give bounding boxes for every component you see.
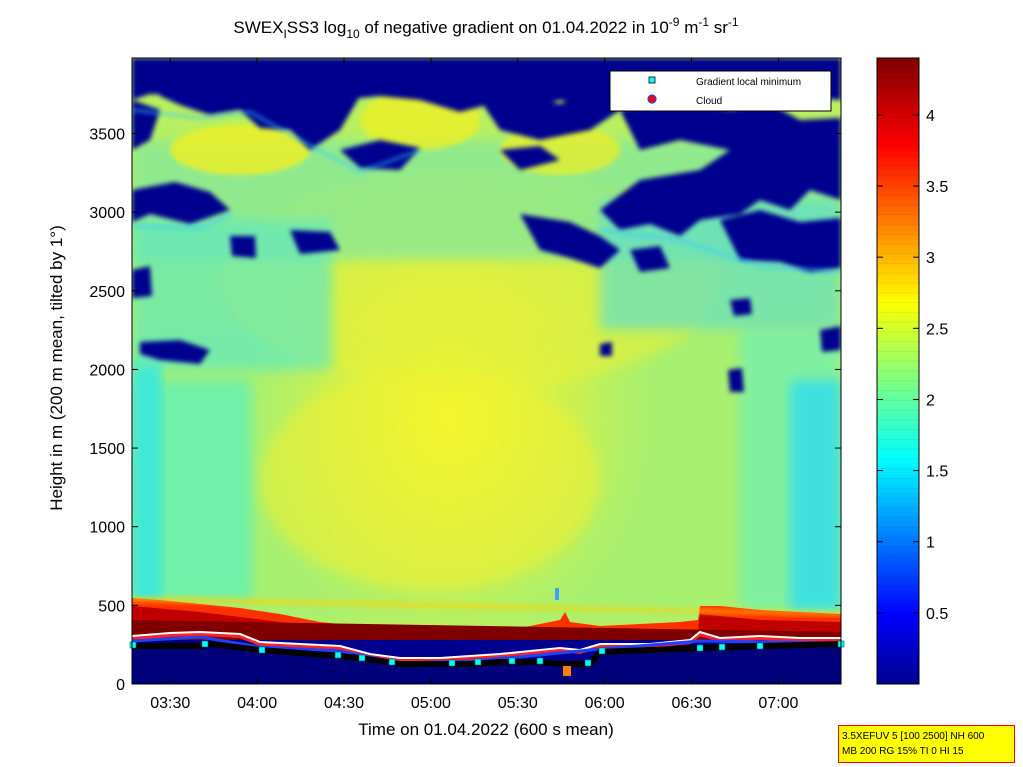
y-tick-label: 3500: [89, 126, 125, 143]
colorbar-tick-label: 4: [926, 108, 935, 125]
gradient-min-marker: [474, 658, 482, 666]
y-tick-label: 1500: [89, 441, 125, 458]
x-axis: 03:30 04:00 04:30 05:00 05:30 06:00 06:30 07:00: [150, 58, 799, 712]
plot-frame: [131, 57, 842, 685]
x-tick-label: 07:00: [758, 695, 798, 712]
gradient-min-marker: [584, 659, 592, 667]
legend-box: [609, 70, 832, 112]
gradient-min-marker: [508, 657, 516, 665]
x-tick-label: 05:00: [411, 695, 451, 712]
x-tick-label: 06:30: [672, 695, 712, 712]
legend-label-gradient-min: Gradient local minimum: [696, 77, 801, 88]
colorbar-tick-label: 3: [926, 250, 935, 267]
x-tick-label: 04:00: [237, 695, 277, 712]
x-tick-label: 04:30: [324, 695, 364, 712]
legend: Gradient local minimum Cloud: [609, 70, 832, 112]
gradient-min-marker: [334, 651, 342, 659]
y-tick-label: 0: [116, 677, 125, 694]
gradient-min-marker: [448, 659, 456, 667]
y-tick-label: 1000: [89, 520, 125, 537]
gradient-min-marker: [696, 644, 704, 652]
gradient-min-marker: [598, 647, 606, 655]
y-axis-label: Height in m (200 m mean, tilted by 1°): [47, 225, 66, 511]
colorbar-gradient: [877, 58, 919, 684]
legend-square-icon: [648, 76, 656, 84]
gradient-min-marker: [388, 658, 396, 666]
gradient-min-marker: [536, 657, 544, 665]
x-tick-label: 06:00: [585, 695, 625, 712]
colorbar-tick-label: 0.5: [926, 606, 948, 623]
gradient-min-marker: [129, 641, 137, 649]
y-tick-label: 2500: [89, 284, 125, 301]
colorbar-tick-label: 2: [926, 392, 935, 409]
colorbar: 0.5 1 1.5 2 2.5 3 3.5 4: [876, 57, 948, 685]
heatmap-image: [132, 58, 841, 684]
gradient-min-marker: [258, 646, 266, 654]
parameter-line-1: 3.5XEFUV 5 [100 2500] NH 600: [842, 731, 985, 742]
chart-title: SWEXISS3 log10 of negative gradient on 0…: [233, 15, 739, 41]
colorbar-ticks: 0.5 1 1.5 2 2.5 3 3.5 4: [877, 108, 948, 623]
gradient-min-marker: [756, 642, 764, 650]
x-tick-label: 05:30: [498, 695, 538, 712]
colorbar-tick-label: 3.5: [926, 179, 948, 196]
colorbar-tick-label: 2.5: [926, 321, 948, 338]
gradient-min-marker: [201, 640, 209, 648]
parameter-line-2: MB 200 RG 15% TI 0 HI 15: [842, 746, 964, 757]
y-tick-label: 2000: [89, 362, 125, 379]
colorbar-tick-label: 1.5: [926, 464, 948, 481]
y-tick-label: 3000: [89, 205, 125, 222]
x-axis-label: Time on 01.04.2022 (600 s mean): [358, 720, 613, 739]
legend-label-cloud: Cloud: [696, 96, 722, 107]
gradient-min-marker: [718, 643, 726, 651]
colorbar-tick-label: 1: [926, 535, 935, 552]
legend-circle-icon: [647, 94, 657, 104]
colorbar-frame: [876, 57, 920, 685]
parameter-info-box: 3.5XEFUV 5 [100 2500] NH 600 MB 200 RG 1…: [838, 725, 1015, 763]
x-tick-label: 03:30: [150, 695, 190, 712]
gradient-min-markers: [129, 640, 845, 667]
y-axis: 0 500 1000 1500 2000 2500 3000 3500: [89, 126, 841, 694]
y-tick-label: 500: [98, 598, 125, 615]
gradient-min-marker: [358, 654, 366, 662]
